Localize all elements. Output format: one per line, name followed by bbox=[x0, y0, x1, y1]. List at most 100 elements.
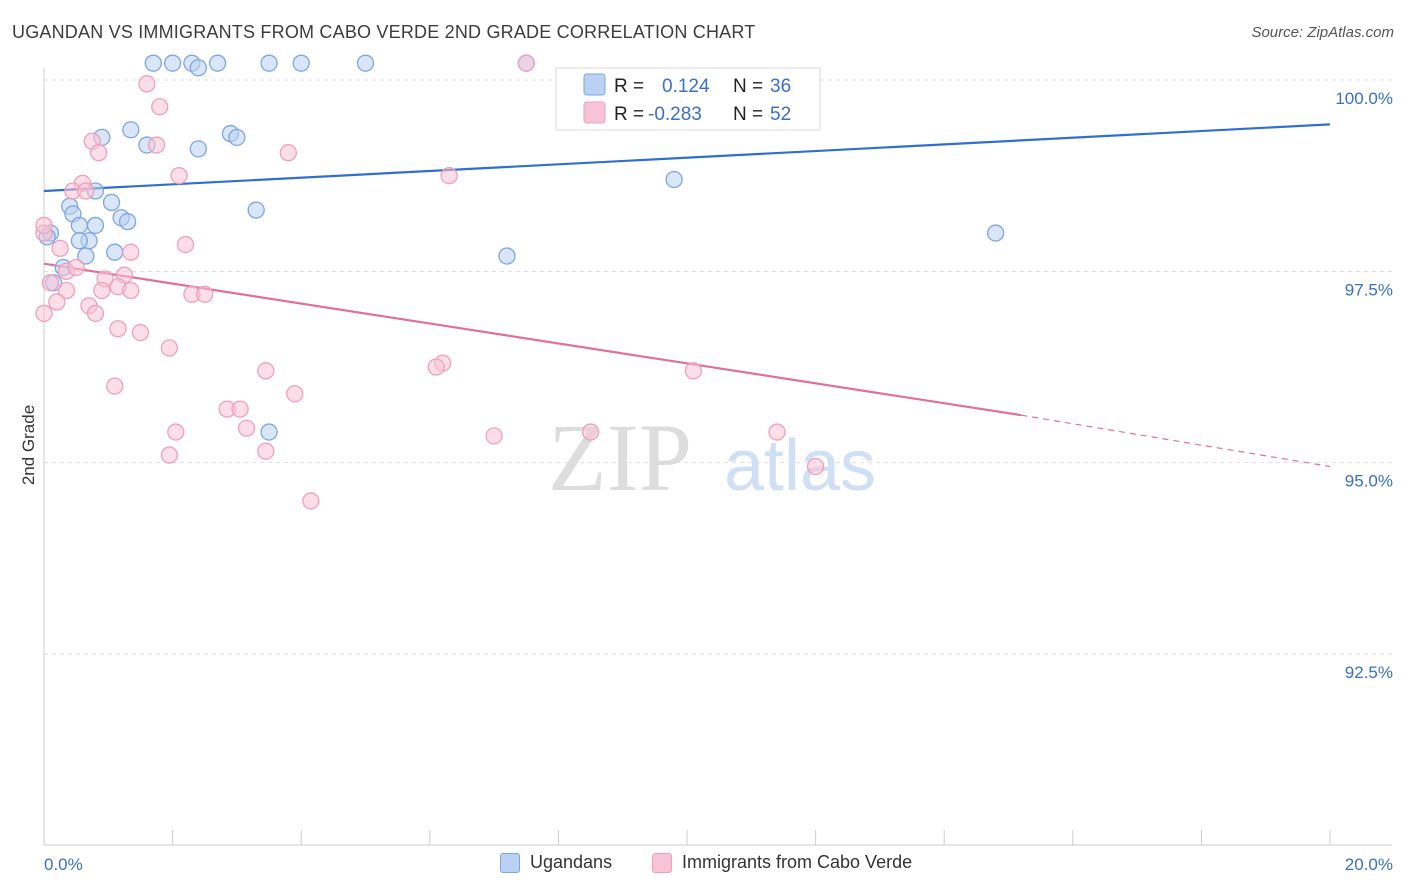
point-cabo-verde bbox=[138, 75, 156, 93]
point-ugandans bbox=[260, 423, 278, 441]
point-ugandans bbox=[118, 212, 137, 231]
point-cabo-verde bbox=[67, 258, 85, 277]
point-ugandans bbox=[665, 170, 683, 189]
legend-swatch-blue bbox=[500, 852, 520, 873]
point-ugandans bbox=[144, 54, 162, 72]
point-cabo-verde bbox=[279, 144, 297, 162]
data-points bbox=[35, 54, 1005, 510]
point-ugandans bbox=[986, 224, 1005, 242]
point-cabo-verde bbox=[90, 144, 108, 162]
point-cabo-verde bbox=[170, 167, 188, 185]
legend-r-label-2: R = bbox=[614, 104, 644, 125]
point-ugandans bbox=[86, 216, 105, 235]
point-ugandans bbox=[189, 59, 207, 77]
legend-label-ugandans: Ugandans bbox=[530, 852, 613, 872]
point-ugandans bbox=[77, 247, 95, 265]
point-cabo-verde bbox=[35, 216, 53, 235]
point-ugandans bbox=[228, 128, 246, 147]
point-cabo-verde bbox=[176, 235, 195, 254]
point-cabo-verde bbox=[485, 427, 503, 445]
point-ugandans bbox=[70, 216, 89, 235]
point-cabo-verde bbox=[160, 446, 179, 464]
point-cabo-verde bbox=[167, 423, 185, 441]
point-cabo-verde bbox=[517, 54, 535, 72]
point-cabo-verde bbox=[122, 243, 140, 261]
point-cabo-verde bbox=[93, 281, 111, 300]
point-cabo-verde bbox=[147, 136, 166, 154]
y-tick-labels: 100.0% 97.5% 95.0% 92.5% bbox=[1335, 89, 1393, 682]
x-tick-label-min: 0.0% bbox=[44, 855, 83, 874]
y-axis-title: 2nd Grade bbox=[19, 405, 38, 485]
point-cabo-verde bbox=[77, 182, 95, 200]
point-cabo-verde bbox=[237, 419, 256, 437]
point-ugandans bbox=[292, 54, 310, 72]
grid-lines bbox=[44, 79, 1392, 655]
legend-swatch-cabo-verde bbox=[583, 101, 606, 124]
trend-line-ugandans bbox=[43, 123, 1331, 193]
x-tick-labels: 0.0% 20.0% bbox=[44, 855, 1393, 874]
point-cabo-verde bbox=[35, 304, 53, 323]
point-ugandans bbox=[260, 54, 278, 72]
point-cabo-verde bbox=[86, 304, 105, 323]
y-tick-label: 92.5% bbox=[1345, 663, 1393, 682]
point-cabo-verde bbox=[581, 423, 600, 441]
legend-item-cabo-verde[interactable]: Immigrants from Cabo Verde bbox=[652, 852, 912, 873]
point-cabo-verde bbox=[440, 167, 458, 185]
legend-item-ugandans[interactable]: Ugandans bbox=[500, 852, 612, 873]
legend-n-value-2: 52 bbox=[770, 104, 791, 125]
point-ugandans bbox=[247, 201, 265, 219]
point-cabo-verde bbox=[57, 281, 76, 300]
legend-n-label-2: N = bbox=[733, 104, 763, 125]
point-cabo-verde bbox=[109, 320, 127, 338]
point-ugandans bbox=[70, 232, 89, 250]
point-cabo-verde bbox=[768, 423, 786, 441]
point-ugandans bbox=[356, 54, 375, 72]
legend-r-value-2: -0.283 bbox=[648, 104, 702, 125]
legend-n-label-1: N = bbox=[733, 76, 763, 97]
chart-title: UGANDAN VS IMMIGRANTS FROM CABO VERDE 2N… bbox=[12, 22, 756, 42]
legend-label-cabo-verde: Immigrants from Cabo Verde bbox=[682, 852, 913, 872]
point-ugandans bbox=[163, 54, 182, 72]
point-ugandans bbox=[189, 140, 207, 158]
watermark-zip: ZIP bbox=[548, 404, 692, 511]
point-cabo-verde bbox=[196, 285, 214, 303]
point-cabo-verde bbox=[427, 358, 445, 376]
axes bbox=[43, 68, 1392, 846]
y-tick-label: 95.0% bbox=[1345, 472, 1393, 491]
point-ugandans bbox=[208, 54, 227, 72]
point-cabo-verde bbox=[41, 274, 60, 292]
point-cabo-verde bbox=[806, 457, 825, 476]
point-cabo-verde bbox=[231, 400, 249, 418]
point-ugandans bbox=[106, 243, 124, 261]
x-tick-label-max: 20.0% bbox=[1345, 855, 1393, 874]
point-cabo-verde bbox=[51, 239, 69, 258]
point-cabo-verde bbox=[122, 281, 140, 300]
point-cabo-verde bbox=[48, 293, 66, 311]
point-cabo-verde bbox=[257, 362, 275, 380]
point-cabo-verde bbox=[151, 98, 169, 116]
legend-n-value-1: 36 bbox=[770, 76, 791, 97]
correlation-legend: R = 0.124 N = 36 R = -0.283 N = 52 bbox=[555, 67, 821, 131]
point-cabo-verde bbox=[684, 362, 703, 380]
point-ugandans bbox=[498, 247, 516, 265]
source-label: Source: ZipAtlas.com bbox=[1251, 24, 1394, 41]
legend-swatch-pink bbox=[652, 852, 672, 873]
legend-swatch-ugandans bbox=[583, 73, 606, 96]
legend-r-value-1: 0.124 bbox=[662, 76, 710, 97]
legend-r-label-1: R = bbox=[614, 76, 644, 97]
trend-line-cabo-verde-extrapolated bbox=[1021, 414, 1331, 468]
point-cabo-verde bbox=[257, 442, 275, 460]
point-cabo-verde bbox=[106, 377, 124, 395]
point-cabo-verde bbox=[160, 339, 179, 357]
y-tick-label: 100.0% bbox=[1335, 89, 1393, 108]
watermark-atlas: atlas bbox=[724, 426, 876, 506]
point-ugandans bbox=[122, 121, 140, 139]
watermark: ZIP atlas bbox=[548, 404, 876, 511]
point-ugandans bbox=[102, 193, 121, 212]
y-tick-label: 97.5% bbox=[1345, 280, 1393, 299]
point-cabo-verde bbox=[302, 492, 320, 510]
point-cabo-verde bbox=[286, 385, 304, 403]
bottom-legend: Ugandans Immigrants from Cabo Verde bbox=[0, 852, 1406, 878]
point-cabo-verde bbox=[131, 323, 150, 342]
